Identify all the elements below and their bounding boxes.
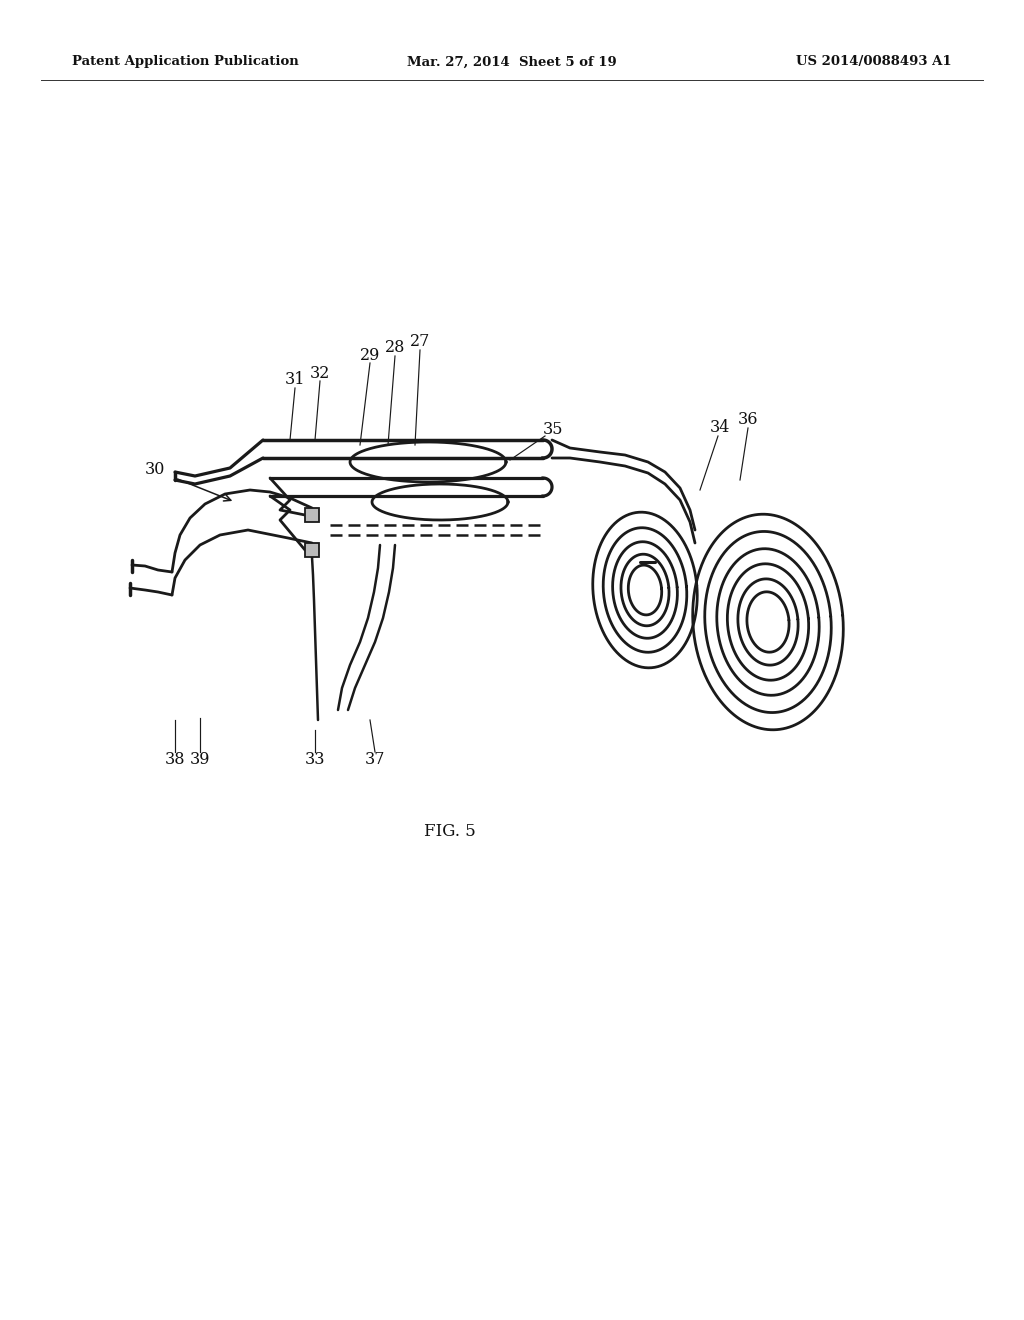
Text: 37: 37 <box>365 751 385 768</box>
Text: 31: 31 <box>285 371 305 388</box>
Text: 28: 28 <box>385 339 406 356</box>
Text: 30: 30 <box>144 462 165 479</box>
Text: FIG. 5: FIG. 5 <box>424 824 476 841</box>
Text: Patent Application Publication: Patent Application Publication <box>72 55 299 69</box>
Text: US 2014/0088493 A1: US 2014/0088493 A1 <box>797 55 952 69</box>
Text: 33: 33 <box>305 751 326 768</box>
Bar <box>305 508 319 521</box>
Text: 27: 27 <box>410 334 430 351</box>
Text: 29: 29 <box>359 346 380 363</box>
Bar <box>305 543 319 557</box>
Text: 36: 36 <box>737 412 758 429</box>
Text: 32: 32 <box>310 364 330 381</box>
Text: 35: 35 <box>543 421 563 438</box>
Text: Mar. 27, 2014  Sheet 5 of 19: Mar. 27, 2014 Sheet 5 of 19 <box>408 55 616 69</box>
Text: 39: 39 <box>189 751 210 768</box>
Text: 34: 34 <box>710 420 730 437</box>
Text: 38: 38 <box>165 751 185 768</box>
